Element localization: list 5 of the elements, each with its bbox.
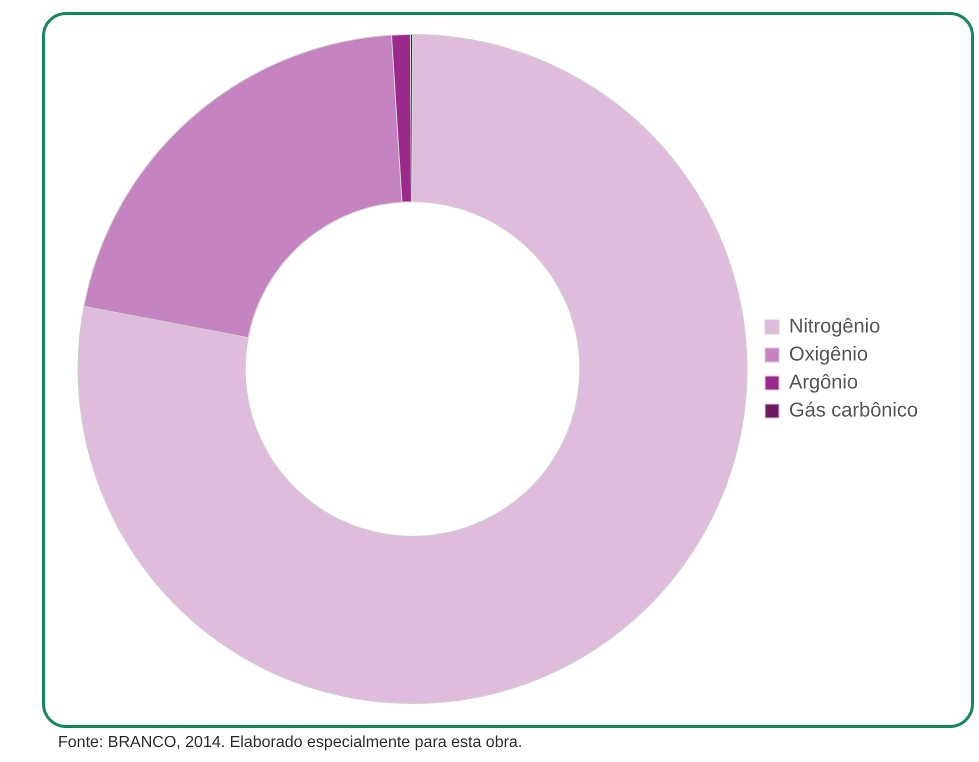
legend-label: Gás carbônico bbox=[789, 400, 918, 422]
source-note: Fonte: BRANCO, 2014. Elaborado especialmente para esta obra. bbox=[58, 734, 522, 752]
legend-label: Argônio bbox=[789, 372, 858, 394]
legend-label: Oxigênio bbox=[789, 344, 868, 366]
legend-label: Nitrogênio bbox=[789, 316, 880, 338]
